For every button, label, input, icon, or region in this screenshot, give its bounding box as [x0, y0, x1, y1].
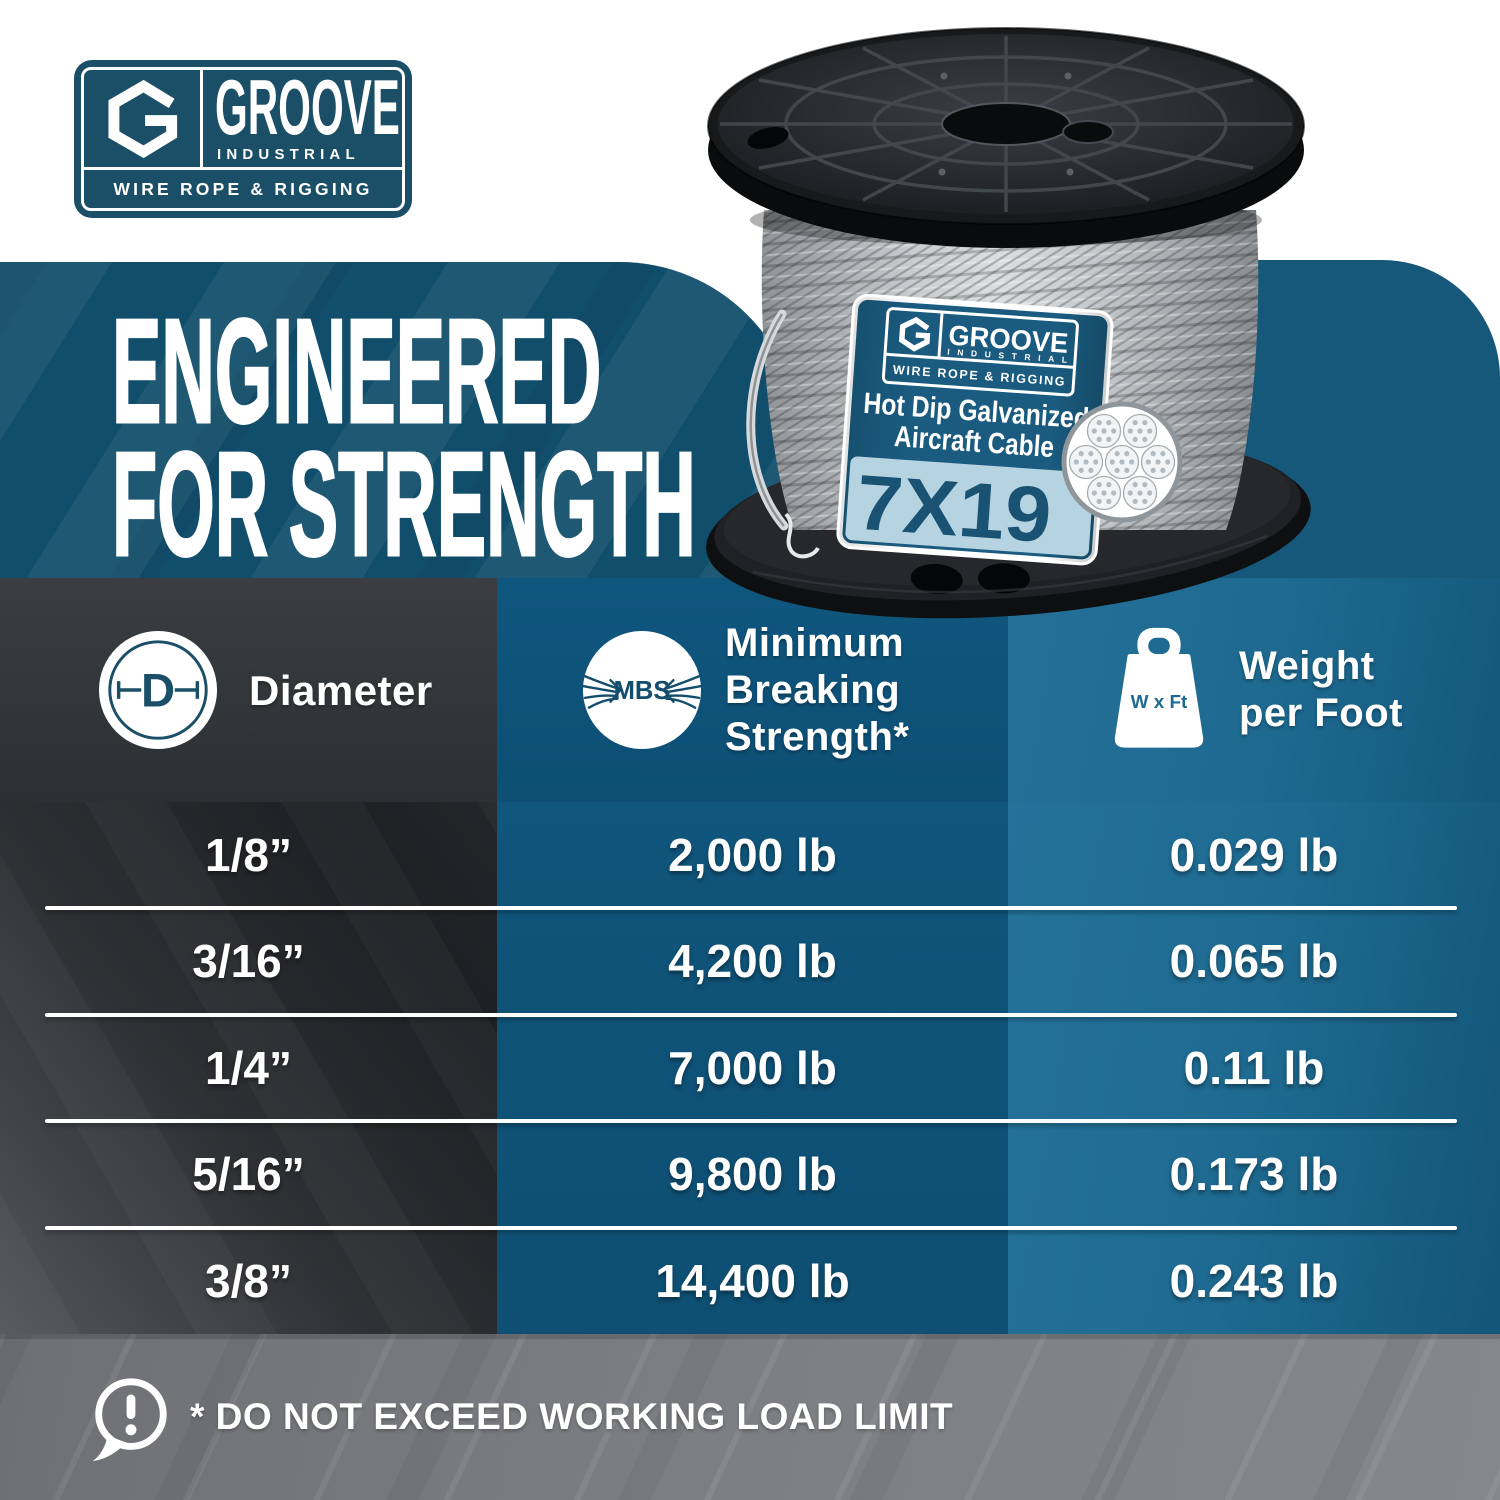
- spec-table-body: 1/8” 2,000 lb 0.029 lb 3/16” 4,200 lb 0.…: [0, 802, 1500, 1334]
- cable-spool-photo: GROOVE INDUSTRIAL WIRE ROPE & RIGGING Ho…: [706, 27, 1311, 619]
- cell-diameter: 3/8”: [205, 1255, 292, 1307]
- label-band: [845, 456, 1094, 557]
- brand-subname: INDUSTRIAL: [217, 146, 360, 163]
- table-row: 1/4” 7,000 lb 0.11 lb: [0, 1015, 1500, 1121]
- header-weight-line2: per Foot: [1239, 691, 1403, 735]
- spool-top-flange: [707, 27, 1305, 248]
- cell-weight: 0.173 lb: [1169, 1148, 1339, 1200]
- header-diameter: D Diameter: [0, 578, 497, 802]
- cell-diameter: 1/4”: [205, 1042, 292, 1094]
- cell-mbs: 4,200 lb: [668, 935, 837, 987]
- footer-band: * DO NOT EXCEED WORKING LOAD LIMIT: [0, 1334, 1500, 1500]
- weight-icon: W x Ft: [1114, 627, 1204, 748]
- hero-heading: ENGINEERED FOR STRENGTH: [111, 289, 696, 587]
- warning-icon: [92, 1378, 167, 1462]
- cell-diameter: 5/16”: [192, 1148, 305, 1200]
- column-bg-mbs: [497, 802, 1008, 1334]
- label-groove-g-icon: [898, 316, 931, 352]
- cell-diameter: 1/8”: [205, 829, 292, 881]
- cable-cross-section-icon: [1061, 401, 1183, 523]
- spool-product-label: GROOVE INDUSTRIAL WIRE ROPE & RIGGING Ho…: [836, 293, 1114, 566]
- diameter-icon-letter: D: [141, 665, 175, 718]
- brand-logo-frame: GROOVE INDUSTRIAL WIRE ROPE & RIGGING: [81, 67, 405, 211]
- header-mbs-line1: Minimum: [725, 620, 905, 665]
- cell-weight: 0.243 lb: [1169, 1255, 1339, 1307]
- spec-table-header: D Diameter MBS: [0, 578, 1500, 802]
- header-mbs-line2: Breaking: [725, 667, 901, 712]
- header-weight: W x Ft Weight per Foot: [1008, 578, 1500, 802]
- brand-logo: GROOVE INDUSTRIAL WIRE ROPE & RIGGING: [74, 60, 412, 218]
- column-bg-weight: [1008, 802, 1500, 1334]
- brand-logo-g-cell: [84, 70, 203, 167]
- brand-logo-name: GROOVE INDUSTRIAL: [203, 63, 402, 167]
- cell-mbs: 14,400 lb: [655, 1255, 850, 1307]
- header-diameter-label: Diameter: [249, 666, 433, 714]
- label-brand-lockup: [881, 307, 1079, 397]
- column-bg-diameter: [0, 802, 497, 1334]
- row-separator: [45, 1226, 1457, 1230]
- table-row: 3/16” 4,200 lb 0.065 lb: [0, 908, 1500, 1014]
- hero-panel: [0, 262, 800, 578]
- groove-g-icon: [108, 79, 178, 158]
- table-row: 1/8” 2,000 lb 0.029 lb: [0, 802, 1500, 908]
- diameter-icon: D: [98, 630, 218, 750]
- cell-mbs: 2,000 lb: [668, 829, 837, 881]
- cell-weight: 0.029 lb: [1169, 829, 1339, 881]
- row-separator: [45, 1013, 1457, 1017]
- hero-heading-line2: FOR STRENGTH: [111, 422, 696, 587]
- header-weight-label: Weight per Foot: [1239, 643, 1403, 737]
- mbs-icon: MBS: [581, 630, 703, 750]
- brand-name: GROOVE: [215, 63, 400, 151]
- cell-mbs: 9,800 lb: [668, 1148, 837, 1200]
- mbs-icon-letters: MBS: [614, 677, 671, 705]
- header-weight-line1: Weight: [1239, 644, 1375, 688]
- cell-weight: 0.065 lb: [1169, 935, 1339, 987]
- cell-mbs: 7,000 lb: [668, 1042, 837, 1094]
- hero-heading-line1: ENGINEERED: [111, 289, 602, 454]
- label-construction: 7X19: [854, 458, 1055, 559]
- row-separator: [45, 1119, 1457, 1123]
- cell-weight: 0.11 lb: [1183, 1042, 1325, 1094]
- row-separator: [45, 906, 1457, 910]
- table-row: 3/8” 14,400 lb 0.243 lb: [0, 1228, 1500, 1334]
- table-row: 5/16” 9,800 lb 0.173 lb: [0, 1121, 1500, 1227]
- header-mbs-label: Minimum Breaking Strength*: [725, 620, 910, 761]
- brand-tagline: WIRE ROPE & RIGGING: [84, 167, 402, 208]
- cell-diameter: 3/16”: [192, 935, 305, 987]
- footnote-text: * DO NOT EXCEED WORKING LOAD LIMIT: [190, 1396, 954, 1437]
- header-mbs-line3: Strength*: [725, 714, 910, 759]
- weight-icon-letters: W x Ft: [1131, 692, 1188, 713]
